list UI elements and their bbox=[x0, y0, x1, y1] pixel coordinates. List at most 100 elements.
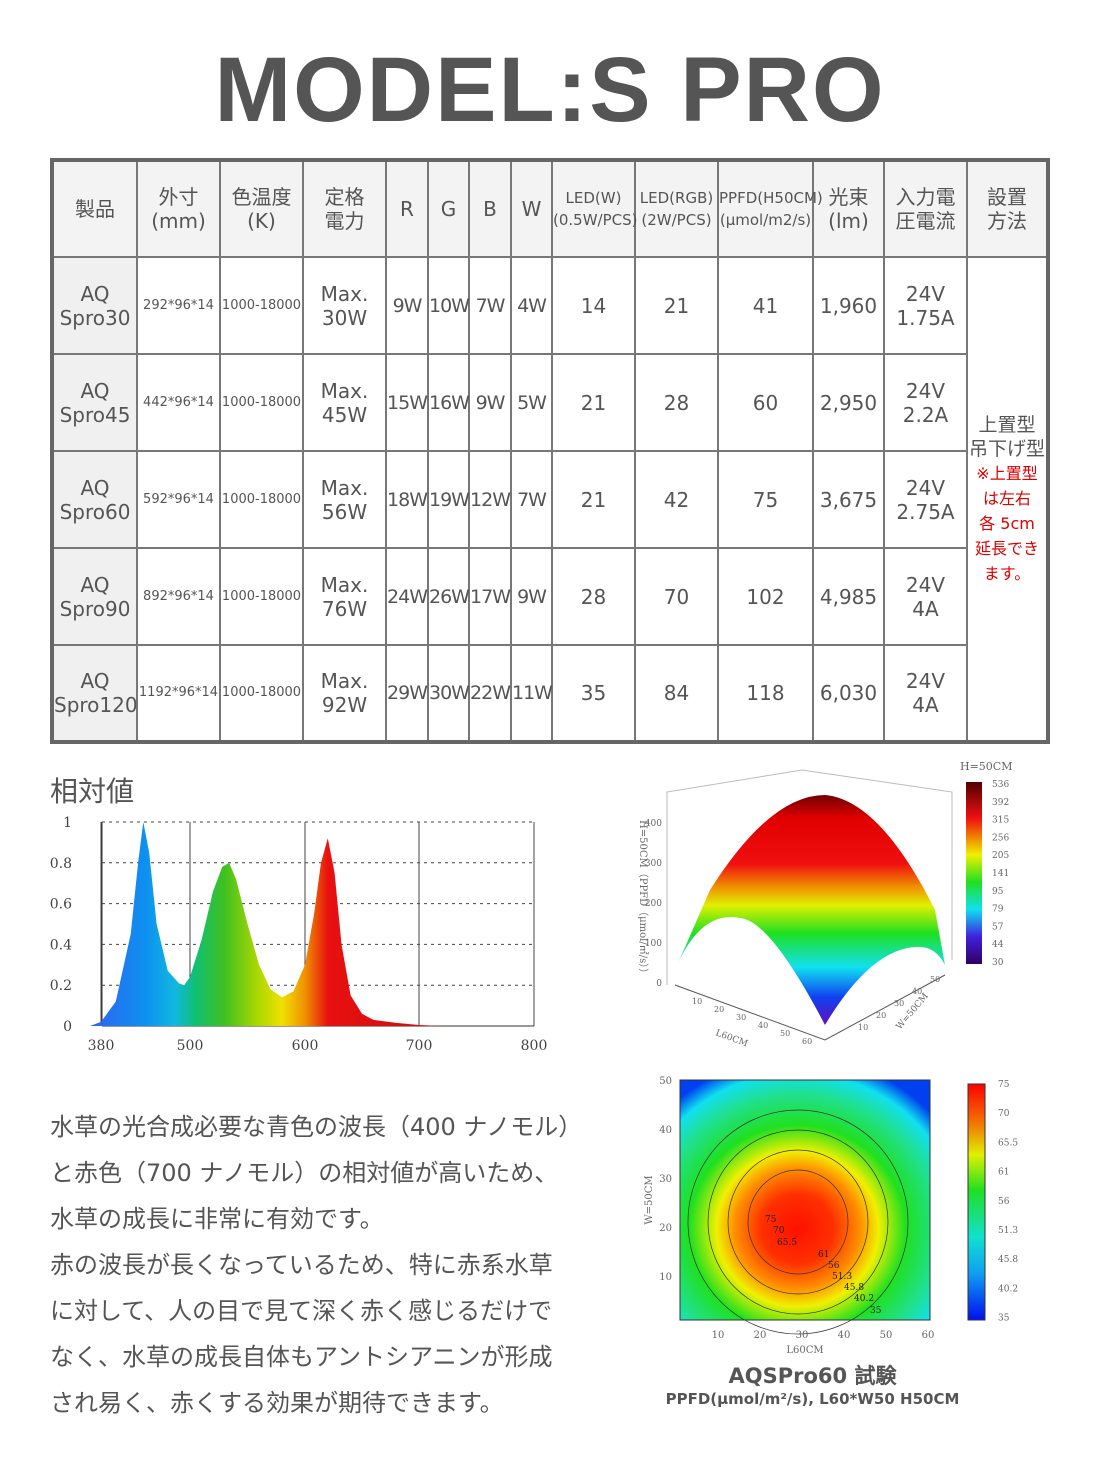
ppfd-3d-surface-chart: 0 100 200 300 400 10 20 30 40 50 60 10 20 30 40 50 L60CM… bbox=[637, 760, 1013, 1049]
w-watt: 5W bbox=[510, 353, 553, 452]
y-tick-label: 0.6 bbox=[50, 897, 72, 913]
page-title: MODEL:S PRO bbox=[214, 39, 886, 141]
relative-value-title: 相対値 bbox=[50, 775, 135, 808]
rated-power: Max. 30W bbox=[302, 256, 387, 355]
column-header: G bbox=[427, 159, 470, 258]
b-watt: 22W bbox=[468, 644, 512, 743]
g-watt: 16W bbox=[427, 353, 470, 452]
x-tick-label: 20 bbox=[714, 1005, 724, 1014]
r-watt: 24W bbox=[385, 547, 429, 646]
column-header: 光束 (lm) bbox=[812, 159, 885, 258]
dimensions: 292*96*14 bbox=[136, 256, 221, 355]
colorbar-label: 70 bbox=[998, 1109, 1010, 1119]
y-tick-label: 1 bbox=[63, 815, 72, 831]
axis-box bbox=[666, 769, 953, 985]
description-text: 水草の光合成必要な青色の波長（400 ナノモル） と赤色（700 ナノモル）の相対… bbox=[50, 1113, 583, 1417]
ppfd: 75 bbox=[717, 450, 814, 549]
luminous-flux: 4,985 bbox=[812, 547, 885, 646]
contour-label: 61 bbox=[818, 1250, 829, 1260]
column-header: W bbox=[510, 159, 553, 258]
table-row: AQ Spro60 592*96*14 1000-18000 Max. 56W 18W 19W… bbox=[51, 450, 1048, 549]
contour-label: 35 bbox=[870, 1306, 882, 1316]
table-row: AQ Spro30 292*96*14 1000-18000 Max. 30W 9W 10W 7… bbox=[51, 256, 1049, 743]
input-voltage-current: 24V 2.75A bbox=[883, 450, 968, 549]
colorbar-label: 205 bbox=[992, 851, 1009, 861]
colorbar bbox=[967, 1083, 986, 1321]
product-name: AQ Spro60 bbox=[51, 450, 138, 549]
x-tick-label: 60 bbox=[922, 1330, 935, 1341]
x-tick-label: 40 bbox=[758, 1021, 768, 1030]
x-tick-label: 30 bbox=[796, 1330, 809, 1341]
y-tick-label: 0 bbox=[63, 1019, 72, 1035]
ppfd: 118 bbox=[717, 644, 814, 743]
table-row: AQ Spro120 1192*96*14 1000-18000 Max. 92W 29W 3… bbox=[51, 644, 1048, 743]
y-tick-label: 10 bbox=[659, 1272, 672, 1283]
led-rgb: 70 bbox=[634, 547, 719, 646]
spectrum-chart: 0 0.2 0.4 0.6 0.8 1 380 500 600 700 800 bbox=[50, 815, 548, 1054]
led-w: 21 bbox=[551, 353, 636, 452]
contour-line bbox=[747, 1169, 849, 1275]
x-tick-label: 700 bbox=[406, 1038, 433, 1054]
ppfd: 102 bbox=[717, 547, 814, 646]
luminous-flux: 3,675 bbox=[812, 450, 885, 549]
y-axis-label: W=50CM bbox=[644, 1175, 655, 1224]
color-temperature: 1000-18000 bbox=[219, 256, 304, 355]
led-w: 21 bbox=[551, 450, 636, 549]
b-watt: 7W bbox=[468, 256, 512, 355]
x-tick-label: 800 bbox=[521, 1038, 548, 1054]
dimensions: 592*96*14 bbox=[136, 450, 221, 549]
colorbar-label: 141 bbox=[992, 869, 1009, 879]
z-axis-label: H=50CM（PPFD（μmol/㎡/s）） bbox=[637, 820, 649, 978]
contour-label: 65.5 bbox=[777, 1238, 797, 1248]
y-tick-label: 40 bbox=[659, 1125, 672, 1136]
color-temperature: 1000-18000 bbox=[219, 547, 304, 646]
r-watt: 15W bbox=[385, 353, 429, 452]
column-header: LED(RGB) (2W/PCS) bbox=[634, 159, 719, 258]
contour-line bbox=[727, 1149, 869, 1295]
contour-label: 70 bbox=[773, 1226, 785, 1236]
z-tick-label: 200 bbox=[645, 899, 662, 909]
color-temperature: 1000-18000 bbox=[219, 450, 304, 549]
g-watt: 10W bbox=[427, 256, 470, 355]
ppfd: 41 bbox=[717, 256, 814, 355]
rated-power: Max. 76W bbox=[302, 547, 387, 646]
x-tick-label: 500 bbox=[177, 1038, 204, 1054]
contour-line bbox=[687, 1109, 909, 1335]
r-watt: 9W bbox=[385, 256, 429, 355]
x-tick-label: 50 bbox=[880, 1330, 893, 1341]
led-rgb: 42 bbox=[634, 450, 719, 549]
led-w: 14 bbox=[551, 256, 636, 355]
led-w: 35 bbox=[551, 644, 636, 743]
ppfd: 60 bbox=[717, 353, 814, 452]
y-tick-label: 20 bbox=[876, 1011, 886, 1020]
colorbar-label: 30 bbox=[992, 958, 1004, 968]
w-watt: 7W bbox=[510, 450, 553, 549]
x-tick-label: 30 bbox=[736, 1013, 746, 1022]
y-tick-label: 30 bbox=[659, 1174, 672, 1185]
rated-power: Max. 56W bbox=[302, 450, 387, 549]
spectrum-area bbox=[89, 822, 442, 1026]
x-tick-label: 10 bbox=[712, 1330, 725, 1341]
contour-label: 45.8 bbox=[844, 1283, 864, 1293]
colorbar-label: 61 bbox=[998, 1168, 1009, 1178]
column-header: 定格 電力 bbox=[302, 159, 387, 258]
contour-label: 75 bbox=[765, 1215, 777, 1225]
product-name: AQ Spro90 bbox=[51, 547, 138, 646]
r-watt: 18W bbox=[385, 450, 429, 549]
table-row: AQ Spro90 892*96*14 1000-18000 Max. 76W 24W 26W… bbox=[51, 547, 1048, 646]
product-name: AQ Spro30 bbox=[51, 256, 138, 355]
test-caption-title: AQSPro60 試験 bbox=[728, 1364, 897, 1388]
contour-line bbox=[707, 1129, 889, 1315]
y-axis-label: W=50CM bbox=[895, 992, 931, 1032]
z-tick-label: 0 bbox=[656, 979, 662, 989]
z-tick-label: 400 bbox=[645, 819, 662, 829]
y-tick-label: 10 bbox=[858, 1023, 868, 1032]
w-watt: 4W bbox=[510, 256, 553, 355]
column-header: LED(W) (0.5W/PCS) bbox=[551, 159, 638, 258]
w-watt: 11W bbox=[510, 644, 553, 743]
dimensions: 1192*96*14 bbox=[136, 644, 221, 743]
dimensions: 442*96*14 bbox=[136, 353, 221, 452]
y-tick-label: 50 bbox=[659, 1076, 672, 1087]
column-header: 入力電 圧電流 bbox=[883, 159, 968, 258]
